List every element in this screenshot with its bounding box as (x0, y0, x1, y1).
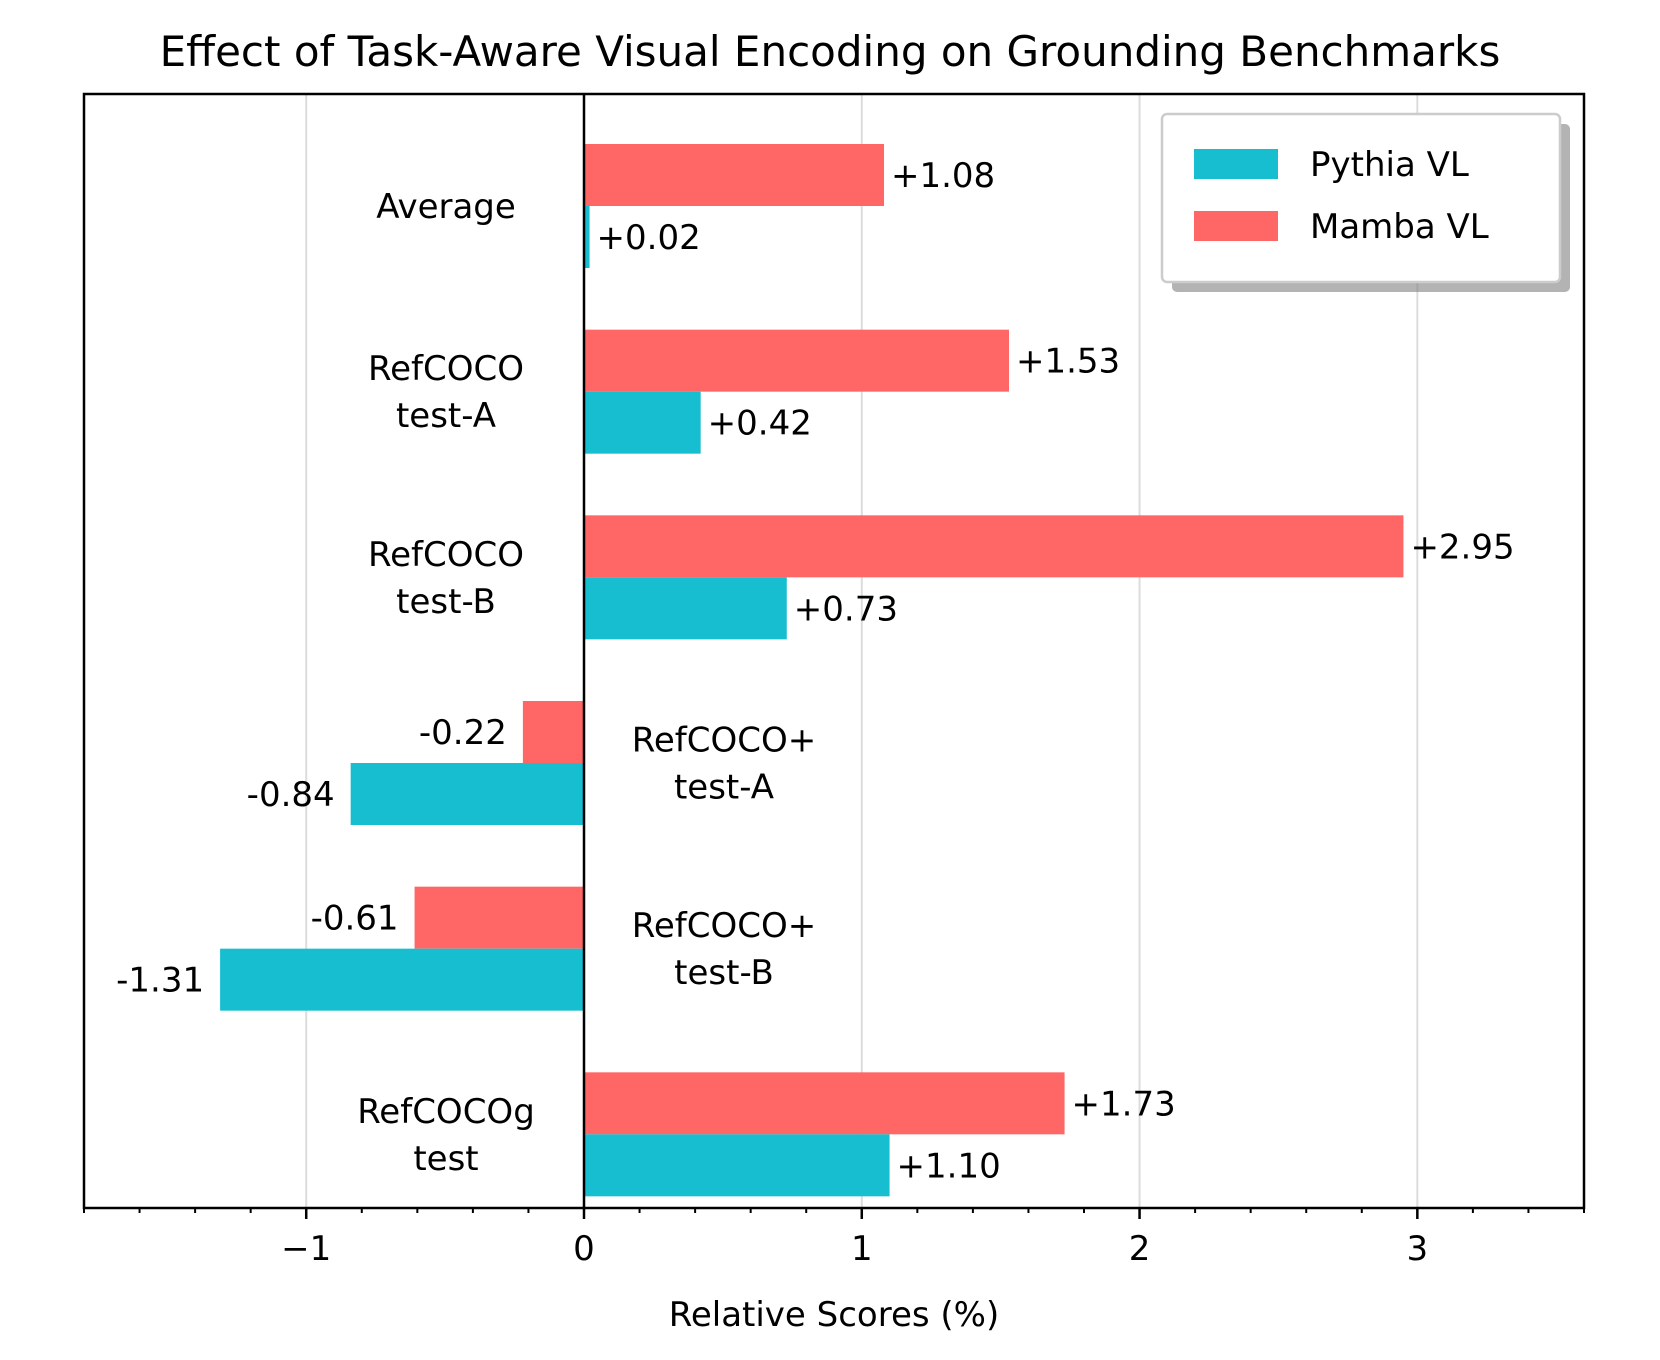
bar-pythia-vl (350, 763, 584, 825)
category-label: RefCOCO+ (632, 721, 816, 761)
legend-label: Mamba VL (1310, 207, 1489, 247)
bar-pythia-vl (584, 577, 787, 640)
category-label: RefCOCO+ (632, 906, 816, 946)
bars (220, 144, 1404, 1197)
bar-mamba-vl (414, 886, 584, 949)
value-label: +1.10 (897, 1146, 1001, 1186)
x-tick-label: 3 (1407, 1229, 1429, 1269)
bar-mamba-vl (584, 329, 1009, 392)
bar-pythia-vl (584, 206, 590, 268)
category-label: test (413, 1139, 478, 1179)
bar-pythia-vl (584, 391, 701, 454)
x-tick-label: −1 (281, 1229, 331, 1269)
category-label: RefCOCO (368, 535, 524, 575)
plot-frame (82, 92, 1586, 1210)
axes: −1 0 1 2 3 (82, 92, 1586, 1269)
category-labels: Average RefCOCO test-A RefCOCO test-B RefCOCO… (357, 187, 816, 1179)
value-label: +1.73 (1072, 1084, 1176, 1124)
value-label: -0.61 (311, 899, 399, 939)
bar-pythia-vl (584, 1134, 890, 1197)
category-label: RefCOCO (368, 349, 524, 389)
value-label: +0.42 (708, 404, 812, 444)
legend-swatch (1194, 149, 1278, 179)
legend-swatch (1194, 211, 1278, 241)
legend-label: Pythia VL (1310, 145, 1469, 185)
category-label: RefCOCOg (357, 1092, 535, 1132)
value-label: -0.22 (419, 713, 507, 753)
value-label: +1.53 (1016, 342, 1120, 382)
value-label: -0.84 (247, 775, 335, 815)
value-label: -1.31 (116, 961, 204, 1001)
chart-title: Effect of Task-Aware Visual Encoding on … (160, 27, 1501, 76)
category-label: Average (376, 187, 516, 227)
x-tick-label: 0 (573, 1229, 595, 1269)
legend: Pythia VL Mamba VL (1160, 112, 1570, 292)
category-label: test-B (674, 953, 774, 993)
category-label: test-B (396, 582, 496, 622)
x-tick-label: 2 (1129, 1229, 1151, 1269)
value-label: +0.73 (794, 589, 898, 629)
x-tick-label: 1 (851, 1229, 873, 1269)
bar-mamba-vl (584, 144, 884, 206)
category-label: test-A (396, 396, 496, 436)
bar-pythia-vl (220, 948, 584, 1011)
category-label: test-A (674, 768, 774, 808)
value-label: +0.02 (597, 218, 701, 258)
value-label: +1.08 (891, 156, 995, 196)
legend-box (1160, 112, 1562, 284)
bar-mamba-vl (522, 701, 584, 763)
value-labels: +1.08 +0.02 +1.53 +0.42 +2.95 +0.73 -0.22 -0.84… (116, 156, 1515, 1186)
bar-mamba-vl (584, 515, 1404, 578)
bar-mamba-vl (584, 1072, 1065, 1135)
value-label: +2.95 (1410, 527, 1514, 567)
x-axis-label: Relative Scores (%) (669, 1295, 1000, 1335)
